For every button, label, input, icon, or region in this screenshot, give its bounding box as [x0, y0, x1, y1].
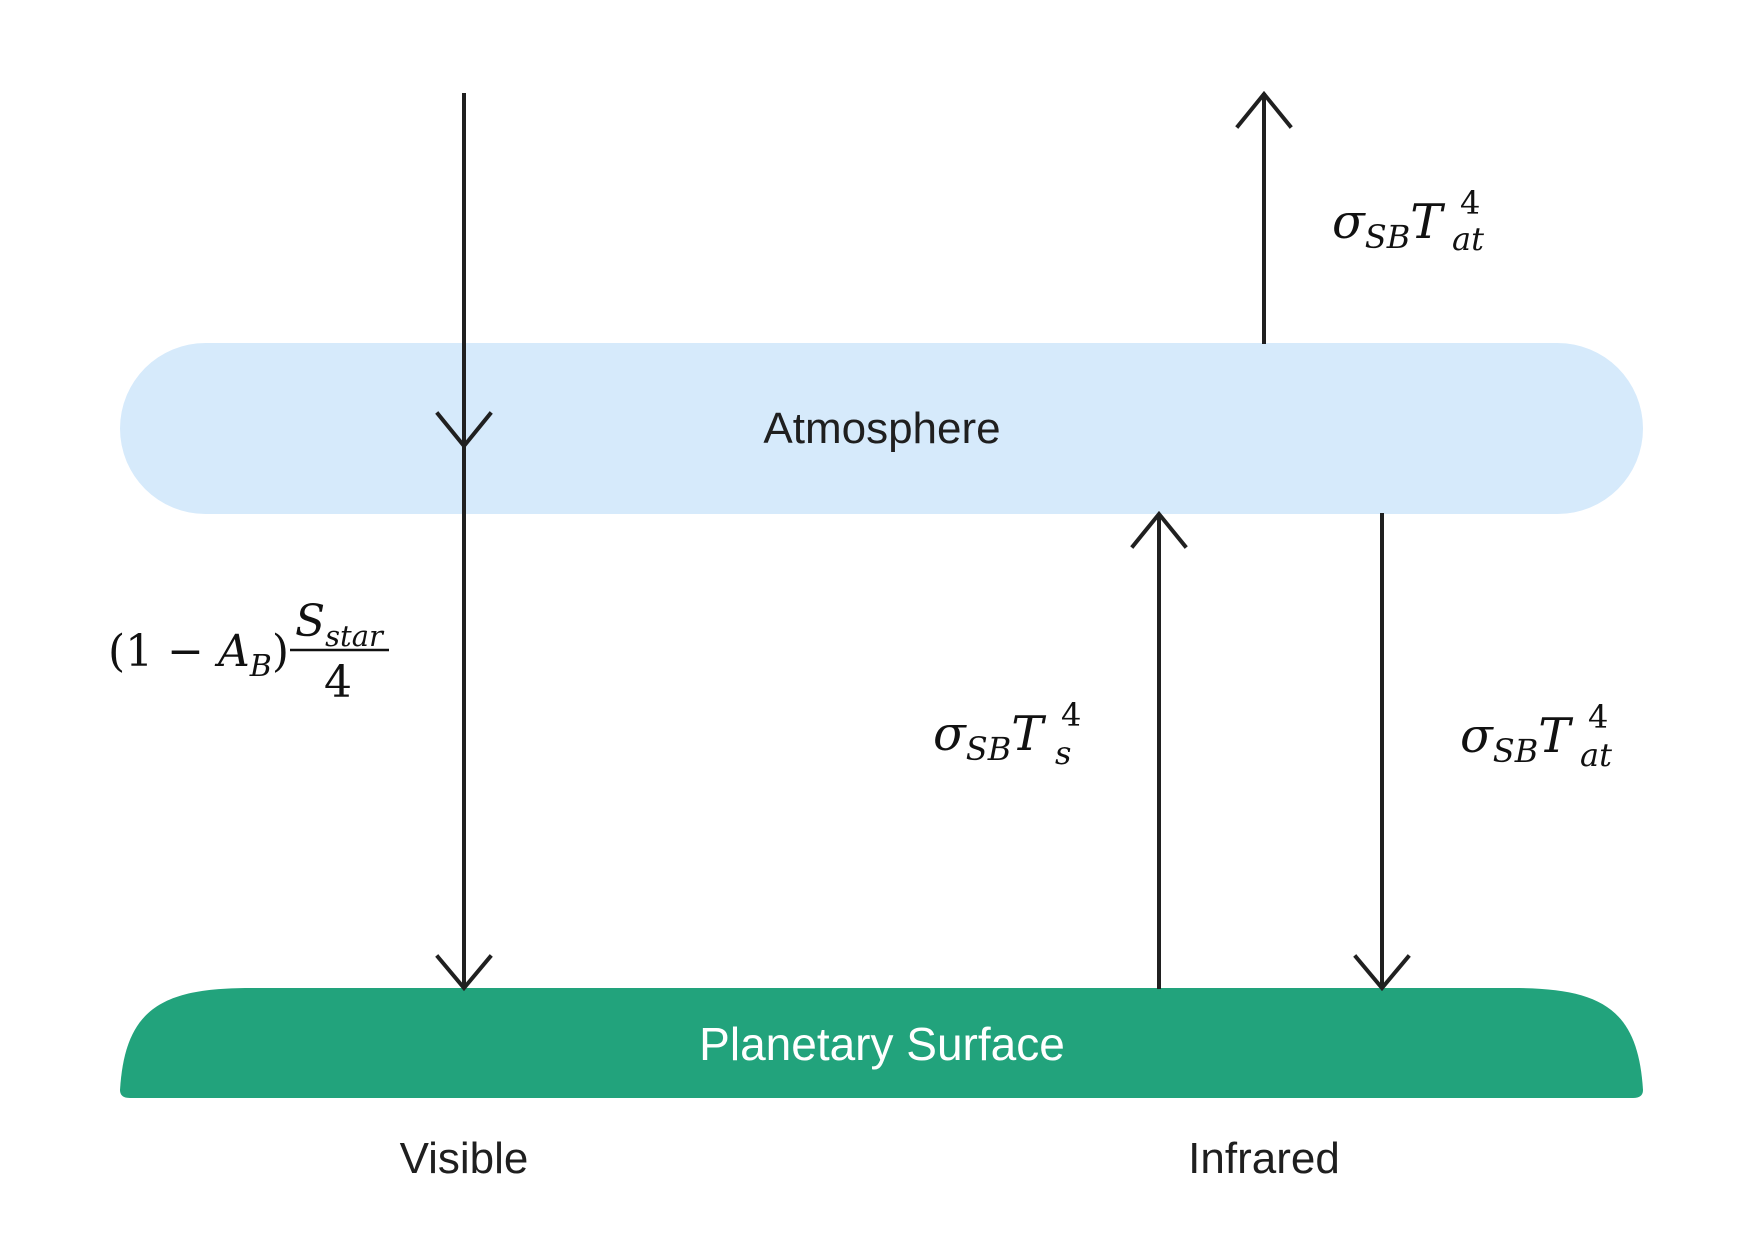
sigma-subscript: SB	[966, 730, 1011, 768]
sigma-symbol: σ	[1332, 194, 1366, 250]
atmosphere-to-space-flux-label: σSBT 4 at	[1332, 184, 1484, 258]
visible-band-label: Visible	[400, 1134, 529, 1183]
surface-label: Planetary Surface	[699, 1018, 1065, 1070]
albedo-variable: A	[214, 626, 250, 677]
svg-text:σSBT: σSBT	[1460, 708, 1573, 770]
stellar-flux-variable: S	[295, 596, 325, 647]
flux-close-paren: )	[272, 626, 289, 677]
atmosphere-to-space-arrow	[1235, 90, 1293, 344]
surface-layer: Planetary Surface	[120, 988, 1643, 1098]
sigma-symbol: σ	[933, 706, 967, 762]
temperature-subscript: at	[1580, 736, 1612, 774]
svg-text:σSBT: σSBT	[1332, 194, 1445, 256]
atmosphere-label: Atmosphere	[763, 404, 1000, 453]
arrow-head-atmosphere	[435, 411, 493, 450]
arrow-head-surface	[435, 954, 493, 992]
svg-text:Sstar: Sstar	[295, 596, 385, 653]
temperature-exponent: 4	[1061, 696, 1081, 734]
stellar-flux-subscript: star	[325, 619, 385, 653]
temperature-exponent: 4	[1588, 698, 1608, 736]
svg-text:σSBT: σSBT	[933, 706, 1046, 768]
temperature-subscript: s	[1055, 734, 1071, 772]
surface-emission-arrow	[1130, 510, 1188, 989]
temperature-subscript: at	[1452, 220, 1484, 258]
temperature-exponent: 4	[1460, 184, 1480, 222]
absorbed-stellar-flux-label: (1 − AB) Sstar 4	[108, 596, 389, 708]
temperature-variable: T	[1011, 706, 1046, 762]
atmosphere-band	[120, 343, 1643, 514]
incoming-stellar-arrow	[435, 93, 493, 992]
surface-emission-flux-label: σSBT 4 s	[933, 696, 1081, 772]
sigma-symbol: σ	[1460, 708, 1494, 764]
fraction-denominator: 4	[324, 657, 352, 708]
sigma-subscript: SB	[1493, 732, 1538, 770]
sigma-subscript: SB	[1365, 218, 1410, 256]
surface-band	[120, 988, 1643, 1098]
albedo-subscript: B	[249, 649, 272, 684]
arrow-head-atmosphere-up	[1130, 510, 1188, 549]
flux-open-paren: (1 −	[108, 626, 218, 677]
temperature-variable: T	[1538, 708, 1573, 764]
back-radiation-flux-label: σSBT 4 at	[1460, 698, 1612, 774]
arrow-head-surface-down	[1353, 954, 1411, 992]
infrared-band-label: Infrared	[1188, 1134, 1340, 1183]
arrow-head-space	[1235, 90, 1293, 129]
atmosphere-layer: Atmosphere	[120, 343, 1643, 514]
svg-text:(1 − AB): (1 − AB)	[108, 626, 289, 684]
back-radiation-arrow	[1353, 513, 1411, 992]
temperature-variable: T	[1410, 194, 1445, 250]
